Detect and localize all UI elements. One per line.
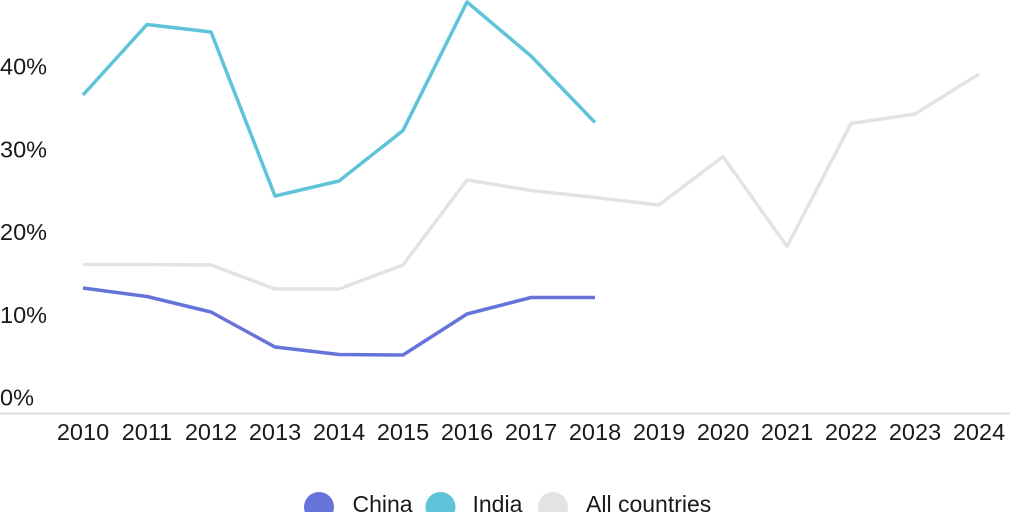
svg-text:2020: 2020 (697, 419, 749, 445)
svg-text:2015: 2015 (377, 419, 429, 445)
svg-text:0%: 0% (0, 385, 34, 411)
svg-text:2021: 2021 (761, 419, 813, 445)
svg-text:2012: 2012 (185, 419, 237, 445)
svg-text:China: China (353, 491, 413, 512)
svg-text:2014: 2014 (313, 419, 365, 445)
svg-text:10%: 10% (0, 302, 47, 328)
svg-text:All countries: All countries (586, 491, 711, 512)
svg-text:2018: 2018 (569, 419, 621, 445)
svg-text:India: India (473, 491, 523, 512)
svg-text:30%: 30% (0, 136, 47, 162)
svg-text:2023: 2023 (889, 419, 941, 445)
svg-text:2011: 2011 (122, 419, 173, 445)
svg-text:2010: 2010 (57, 419, 109, 445)
svg-text:2022: 2022 (825, 419, 877, 445)
svg-text:2024: 2024 (953, 419, 1005, 445)
svg-text:40%: 40% (0, 54, 47, 80)
svg-text:20%: 20% (0, 219, 47, 245)
svg-text:2013: 2013 (249, 419, 301, 445)
svg-text:2016: 2016 (441, 419, 493, 445)
svg-text:2017: 2017 (505, 419, 557, 445)
svg-text:2019: 2019 (633, 419, 685, 445)
